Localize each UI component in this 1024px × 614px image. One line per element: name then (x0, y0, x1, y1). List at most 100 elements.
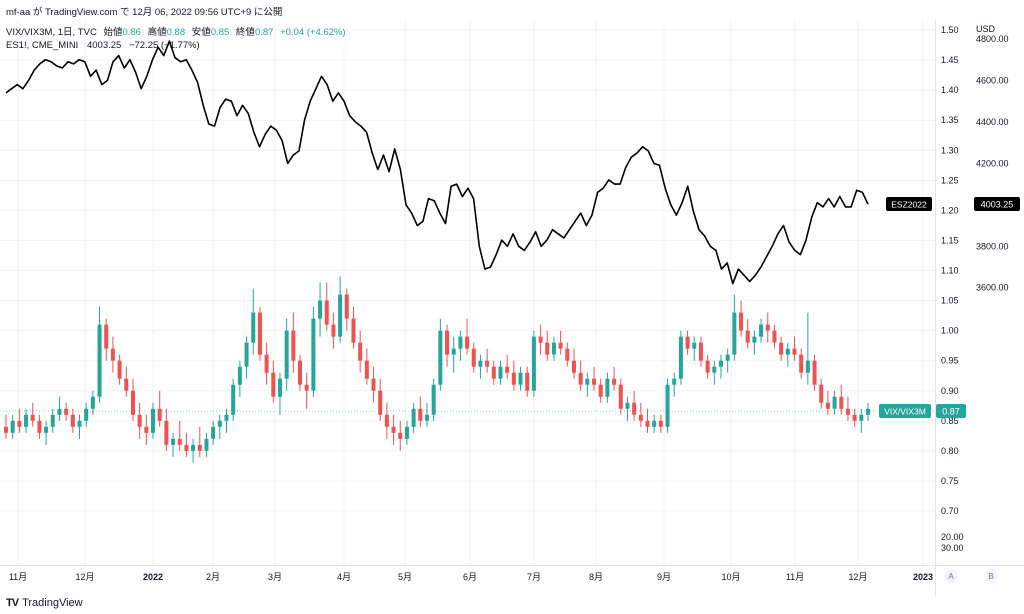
scale-mode-a-button[interactable]: A (948, 572, 954, 581)
candle-body (338, 294, 343, 337)
candle-body (257, 312, 262, 355)
es-axis-tick-label: 4200.00 (976, 158, 1009, 168)
candle (104, 318, 109, 361)
candle-body (197, 444, 202, 451)
candle-body (759, 324, 764, 337)
candle-body (117, 360, 122, 379)
candle (137, 402, 142, 439)
vix-candlesticks (3, 276, 871, 463)
scale-mode-a-button-bg[interactable] (944, 569, 958, 583)
candle (3, 414, 9, 439)
candle-body (291, 330, 296, 361)
time-scale[interactable]: 11月 12月 2022 2月 3月 4月 5月 6月 7月 8月 9月 10月 11月 12月 2023 (9, 572, 933, 582)
es-axis-tick-label: 4600.00 (976, 75, 1009, 85)
scale-mode-b-button[interactable]: B (988, 572, 993, 581)
candle (404, 420, 409, 445)
candle (618, 378, 623, 415)
candle-body (404, 426, 409, 439)
candle (705, 354, 710, 379)
candle-body (97, 324, 102, 397)
candle (638, 402, 643, 427)
candle-body (3, 426, 9, 433)
candle-body (819, 384, 824, 403)
vix-axis-tick-label: 0.80 (941, 446, 959, 456)
candle-body (665, 384, 670, 427)
candle-body (37, 420, 42, 433)
candle-body (191, 444, 196, 451)
vix-axis-tick-label: 1.35 (941, 115, 959, 125)
candle-body (70, 414, 75, 427)
candle (304, 372, 309, 409)
tradingview-logo-icon: TV (6, 597, 19, 609)
candle-body (658, 420, 663, 427)
time-axis-tick-label: 8月 (589, 572, 603, 582)
candle (632, 390, 637, 421)
candle (244, 336, 249, 379)
candle-body (144, 426, 149, 433)
candle (518, 366, 523, 391)
candle (792, 336, 797, 361)
vix-axis-tick-label: 1.45 (941, 55, 959, 65)
candle-body (478, 360, 483, 367)
candle (498, 360, 503, 385)
time-axis-tick-label: 11月 (786, 572, 804, 582)
candle-body (739, 312, 744, 331)
candle (237, 360, 242, 397)
candle-body (672, 378, 677, 385)
scale-mode-b-button-bg[interactable] (984, 569, 998, 583)
candle-body (124, 378, 129, 391)
candle (184, 432, 189, 457)
vix-axis-tick-label: 1.10 (941, 266, 959, 276)
vix-axis-tick-label: 1.30 (941, 145, 959, 155)
es-axis-tick-label: 4800.00 (976, 34, 1009, 44)
time-axis-tick-label: 10月 (721, 572, 740, 582)
candle-body (725, 354, 730, 361)
candle-body (311, 318, 316, 391)
publish-info-bar: mf-aa が TradingView.com で 12月 06, 2022 0… (0, 0, 1024, 20)
candle (571, 348, 576, 379)
vix-axis-tick-label: 0.75 (941, 476, 959, 486)
tradingview-brand-text: TradingView (22, 597, 83, 609)
candle (10, 414, 15, 439)
candle-body (632, 402, 637, 415)
candle-body (638, 414, 643, 421)
candle (678, 330, 683, 385)
candle (284, 318, 289, 391)
tradingview-logo[interactable]: TV TradingView (6, 597, 83, 609)
es-axis-tick-label: 4400.00 (976, 117, 1009, 127)
candle (231, 378, 236, 421)
candle-body (177, 438, 182, 445)
candle (217, 414, 222, 439)
candle (852, 408, 857, 427)
candle-body (24, 414, 29, 427)
vix-price-scale[interactable]: 0.70 0.75 0.80 0.85 0.90 0.95 1.00 1.05 1.10 1.15… (941, 25, 959, 516)
candle-body (451, 348, 456, 355)
candle-body (44, 426, 49, 433)
candle-body (585, 378, 590, 385)
candle-body (538, 336, 543, 343)
candle (157, 390, 162, 427)
candle-body (378, 390, 383, 415)
candle-body (825, 402, 830, 409)
candle-body (465, 336, 470, 349)
vix-axis-tick-label: 1.05 (941, 296, 959, 306)
candle (338, 276, 343, 343)
candle (331, 312, 336, 349)
candle-body (84, 408, 89, 421)
candle (391, 414, 396, 445)
es-price-scale[interactable]: 3600.003800.004000.004200.004400.004600.… (976, 34, 1009, 293)
candle (612, 366, 617, 391)
candle (538, 324, 543, 355)
vix-axis-tick-label: 1.00 (941, 326, 959, 336)
vix-axis-tick-label: 0.85 (941, 416, 959, 426)
candle (652, 414, 657, 433)
candle-body (244, 342, 249, 367)
chart-area[interactable]: VIX/VIX3M, 1日, TVC 始値0.86 高値0.88 安値0.85 … (0, 20, 1024, 596)
time-axis-tick-label: 12月 (75, 572, 94, 582)
candle (772, 324, 777, 349)
candle-body (785, 348, 790, 355)
chart-svg[interactable]: VIX/VIX3M, 1日, TVC 始値0.86 高値0.88 安値0.85 … (0, 20, 1024, 596)
es-price-badge: 4003.25 (981, 200, 1014, 210)
candle-body (685, 336, 690, 349)
candle (658, 414, 663, 433)
